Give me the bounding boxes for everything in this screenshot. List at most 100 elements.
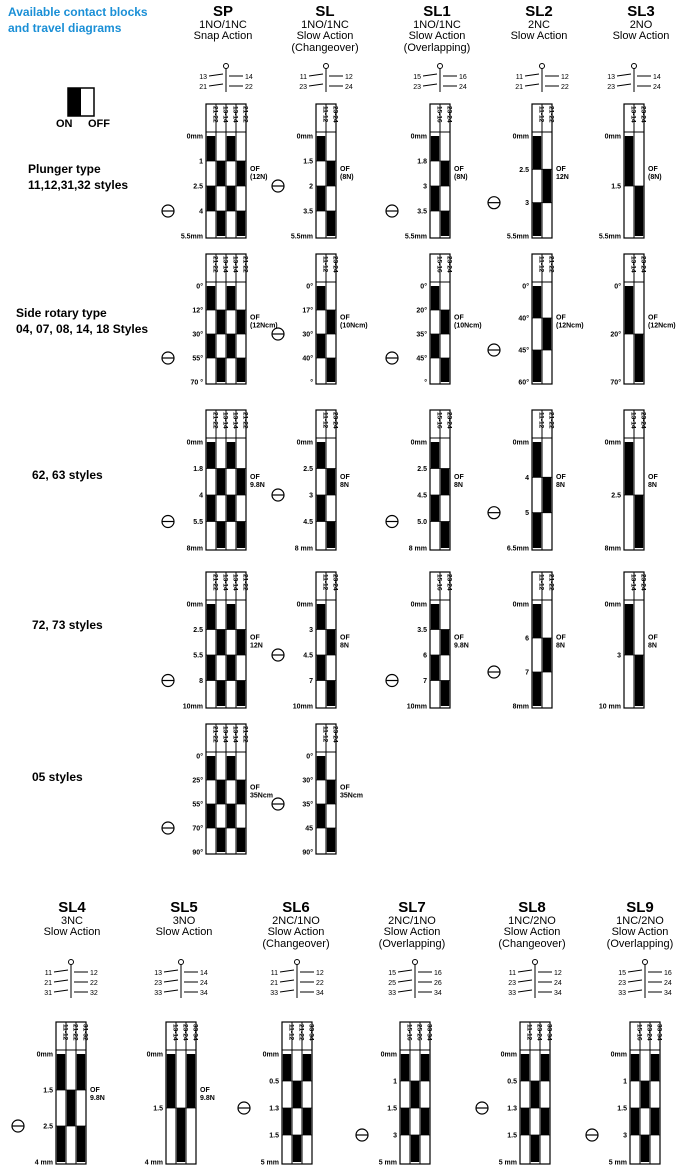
diagram-sl3-r3-on-band <box>624 442 634 495</box>
diagram-sl1-r1-tick-label: 3.5 <box>417 209 427 216</box>
diagram-sp-r3-on-band <box>216 468 226 495</box>
diagram-sp-r5-on-band <box>226 804 236 828</box>
diagram-sl1-r3-tick-label: 5.0 <box>417 519 427 526</box>
diagram-sl-r1-on-band <box>316 136 326 161</box>
diagram-sp-r3-on-band <box>236 521 246 548</box>
symbol-sl9-contact-icon <box>627 979 643 983</box>
symbol-sl1-contact-icon <box>422 83 438 87</box>
diagram-sl2-r1-tick-label: 0mm <box>513 134 529 141</box>
diagram-sl-r5-on-band <box>316 756 326 780</box>
symbol-sl6-terminal-label: 34 <box>316 990 324 997</box>
diagram-sp-r5-force-label: OF <box>250 785 260 792</box>
symbol-sp-terminal-label: 22 <box>245 84 253 91</box>
diagram-sl-r1-tick-label: 2 <box>309 184 313 191</box>
diagram-sl-r1-tick-label: 0mm <box>297 134 313 141</box>
diagram-sl1-r1-on-band <box>430 186 440 211</box>
legend-on-label: ON <box>56 118 73 130</box>
diagram-sl-r5-on-band <box>326 828 336 852</box>
diagram-sl-r4-force-label: OF <box>340 635 350 642</box>
diagram-sl5-tick-label: 0mm <box>147 1052 163 1059</box>
diagram-sp-r2-column-header: 13-14 <box>222 256 229 273</box>
symbol-sl6-terminal-label: 11 <box>271 970 278 977</box>
diagram-sp-r1-on-band <box>236 161 246 186</box>
diagram-sl-r2-force-label: (10Ncm) <box>340 323 368 330</box>
diagram-sl3-r3-tick-label: 2.5 <box>611 493 621 500</box>
diagram-sl-r3-force-label: 8N <box>340 482 349 489</box>
diagram-sl1-r1-on-band <box>430 136 440 161</box>
diagram-sl1-r2-tick-label: 45° <box>416 355 427 363</box>
diagram-sl3-r1-force-label: OF <box>648 166 658 173</box>
diagram-sp-r2-on-band <box>206 334 216 358</box>
column-subtitle: 1NO/1NC <box>199 18 247 31</box>
column-header-sl8: SL8 1NC/2NO Slow Action (Changeover) <box>482 900 582 950</box>
diagram-sl2-r4-on-band <box>532 672 542 706</box>
diagram-sp-r5-on-band <box>216 780 226 804</box>
legend-on-swatch <box>68 88 81 116</box>
diagram-sl-r2-column-header: 11-12 <box>322 256 329 273</box>
column-subtitle: Slow Action <box>612 30 670 43</box>
diagram-sl-r2-tick-label: 30° <box>302 331 313 339</box>
symbol-sl7-contact-icon <box>397 969 413 973</box>
diagram-sl1-r4-force-label: 9.8N <box>454 643 469 650</box>
diagram-sp-r1-force-label: (12N) <box>250 174 268 181</box>
diagram-sl-r2-tick-label: 40° <box>302 355 313 363</box>
symbol-sl6-plunger-icon <box>294 959 300 965</box>
diagram-sl7-tick-label: 1 <box>393 1079 397 1086</box>
diagram-sl-r4-tick-label: 7 <box>309 678 313 685</box>
column-subtitle: Snap Action <box>193 30 253 43</box>
diagram-sl3-r4-tick-label: 3 <box>617 653 621 660</box>
column-code: SL3 <box>627 3 655 20</box>
diagram-sp-r2-on-band <box>206 286 216 310</box>
diagram-sp-r3-column-header: 13-14 <box>222 412 229 429</box>
diagram-sp-r4-on-band <box>226 655 236 681</box>
diagram-sl7-on-band <box>420 1108 430 1135</box>
diagram-sl-r5-tick-label: 35° <box>302 801 313 809</box>
diagram-sl9-tick-label: 0mm <box>611 1052 627 1059</box>
diagram-sl-r5-on-band <box>326 780 336 804</box>
diagram-sl-r4-on-band <box>326 680 336 706</box>
diagram-sl9-tick-label: 3 <box>623 1133 627 1140</box>
diagram-sl4-column-header: 21-22 <box>72 1024 79 1041</box>
diagram-sp-r4-column-header: 13-14 <box>232 574 239 591</box>
diagram-sp-r2-tick-label: 70 ° <box>190 379 203 387</box>
diagram-sl-r2-on-band <box>316 286 326 310</box>
diagram-sl2-r1-force-label: OF <box>556 166 566 173</box>
diagram-sl7-on-band <box>410 1081 420 1108</box>
diagram-sl3-r2-on-band <box>634 334 644 382</box>
column-header-sl3: SL3 2NO Slow Action <box>596 4 686 43</box>
diagram-sl9-column-header: 15-16 <box>636 1024 643 1041</box>
diagram-sl3-r1-tick-label: 1.5 <box>611 184 621 191</box>
diagram-sp-r3-on-band <box>206 495 216 522</box>
diagram-sp-r5-on-band <box>226 756 236 780</box>
diagram-sl-r4-column-header: 23-24 <box>332 574 339 591</box>
diagram-sl7-tick-label: 1.5 <box>387 1106 397 1113</box>
diagram-sp-r5-column-header: 21-22 <box>242 726 249 743</box>
diagram-sp-r5-on-band <box>206 804 216 828</box>
diagram-sl6-on-band <box>302 1054 312 1081</box>
diagram-sl1-r4-tick-label: 3.5 <box>417 627 427 634</box>
diagram-sl3-r1-tick-label: 5.5mm <box>599 234 621 241</box>
column-code: SL5 <box>170 899 198 916</box>
diagram-sl8-on-band <box>520 1108 530 1135</box>
diagram-sl4-tick-label: 4 mm <box>35 1160 53 1167</box>
column-header-sl: SL 1NO/1NC Slow Action (Changeover) <box>280 4 370 54</box>
diagram-sl2-r4-tick-label: 0mm <box>513 602 529 609</box>
column-code: SL <box>315 3 335 20</box>
diagram-sl5-on-band <box>186 1054 196 1108</box>
column-header-sl5: SL5 3NO Slow Action <box>134 900 234 939</box>
diagram-sp-r1-on-band <box>216 161 226 186</box>
diagram-sp-r1-column-header: 13-14 <box>232 106 239 123</box>
diagram-sp-r2-column-header: 21-22 <box>242 256 249 273</box>
diagram-sl-r1-tick-label: 3.5 <box>303 209 313 216</box>
diagram-sp-r1-column-header: 21-22 <box>212 106 219 123</box>
diagram-sl5-tick-label: 1.5 <box>153 1106 163 1113</box>
diagram-sl-r5-force-label: 35Ncm <box>340 793 363 800</box>
symbol-sl3-contact-icon <box>616 83 632 87</box>
diagram-sl2-r3-on-band <box>532 442 542 478</box>
row-label-72-73: 72, 73 styles <box>32 618 103 634</box>
diagram-sl3-r4-force-label: 8N <box>648 643 657 650</box>
diagram-sl-r4-on-band <box>316 655 326 681</box>
diagram-sl1-r3-tick-label: 4.5 <box>417 493 427 500</box>
diagram-sl3-r1-column-header: 13-14 <box>630 106 637 123</box>
